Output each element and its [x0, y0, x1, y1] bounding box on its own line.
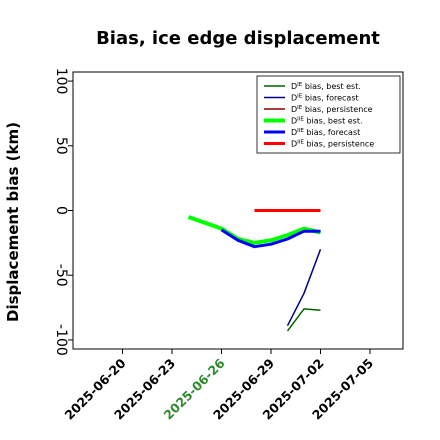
legend-entry: DIE bias, persistence: [291, 105, 373, 114]
y-axis-label: Displacement bias (km): [4, 122, 22, 322]
series-line-4: [220, 228, 321, 249]
legend-entry: DIIE bias, forecast: [291, 128, 360, 137]
chart-title: Bias, ice edge displacement: [96, 28, 380, 49]
legend-entry: DIE bias, best est.: [291, 82, 361, 91]
y-tick-label: 50: [53, 137, 69, 155]
series-lines: [187, 209, 322, 332]
x-ticks: 2025-06-202025-06-232025-06-262025-06-29…: [61, 349, 376, 423]
y-tick-label: 0: [53, 206, 69, 215]
series-line-1: [286, 249, 322, 327]
series-line-0: [286, 308, 321, 332]
legend-box: [256, 75, 401, 154]
legend: DIE bias, best est. DIE bias, forecast DIE…: [256, 75, 401, 154]
y-tick-label: 100: [53, 68, 69, 95]
y-tick-label: -50: [53, 264, 69, 287]
legend-entry: DIE bias, forecast: [291, 94, 359, 103]
series-line-3: [187, 215, 321, 245]
y-tick-label: -100: [53, 324, 69, 356]
legend-entry: DIIE bias, best est.: [291, 117, 363, 126]
y-ticks: 100 50 0 -50 -100: [53, 68, 73, 356]
legend-entry: DIIE bias, persistence: [291, 140, 374, 149]
